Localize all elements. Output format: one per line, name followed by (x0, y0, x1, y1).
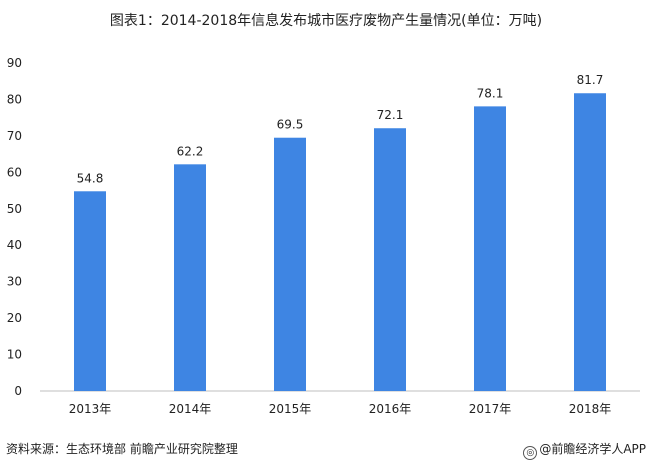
bar (74, 191, 106, 391)
y-tick-label: 70 (7, 129, 22, 143)
x-tick-label: 2017年 (469, 402, 512, 416)
bar-chart: 0 10 20 30 40 50 60 70 80 90 54.8 2013年 62.2 2014年 69.… (7, 56, 640, 416)
data-label: 78.1 (477, 86, 504, 100)
bar (474, 106, 506, 391)
x-tick-label: 2018年 (569, 402, 612, 416)
y-tick-label: 90 (7, 56, 22, 70)
bar (374, 128, 406, 392)
chart-title: 图表1：2014-2018年信息发布城市医疗废物产生量情况(单位：万吨) (109, 13, 543, 29)
brand-logo-icon: ◎ (523, 446, 538, 460)
x-tick-label: 2015年 (269, 402, 312, 416)
y-tick-label: 30 (7, 275, 22, 289)
data-label: 69.5 (277, 118, 304, 132)
data-label: 54.8 (77, 171, 104, 185)
y-tick-label: 10 (7, 348, 22, 362)
brand-text: @前瞻经济学人APP (539, 442, 646, 456)
y-tick-label: 0 (14, 384, 22, 398)
bar (174, 164, 206, 391)
source-note: 资料来源：生态环境部 前瞻产业研究院整理 (6, 442, 238, 456)
y-tick-label: 40 (7, 238, 22, 252)
data-label: 72.1 (377, 108, 404, 122)
y-tick-label: 50 (7, 202, 22, 216)
x-tick-label: 2016年 (369, 402, 412, 416)
y-tick-label: 20 (7, 311, 22, 325)
x-tick-label: 2013年 (69, 402, 112, 416)
x-tick-label: 2014年 (169, 402, 212, 416)
brand-label: ◎ @前瞻经济学人APP (523, 440, 646, 460)
data-label: 62.2 (177, 144, 204, 158)
y-tick-label: 60 (7, 165, 22, 179)
bar (574, 93, 606, 391)
y-tick-label: 80 (7, 92, 22, 106)
data-label: 81.7 (577, 73, 604, 87)
bar (274, 137, 306, 391)
